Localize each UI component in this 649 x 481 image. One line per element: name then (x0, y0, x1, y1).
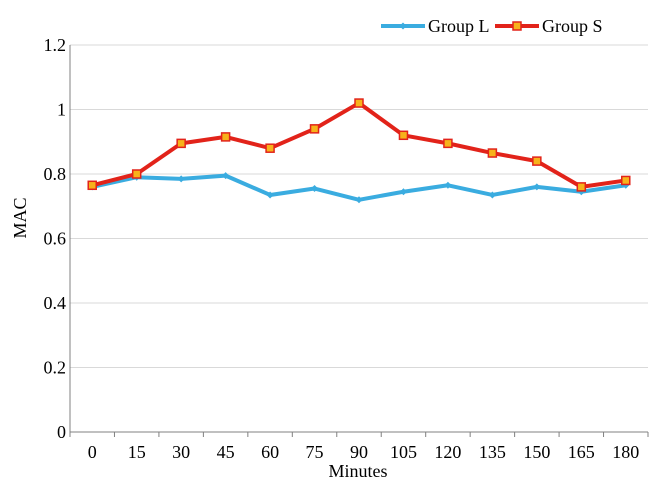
y-tick-label: 1.2 (44, 35, 67, 55)
y-tick-labels: 0 0.2 0.4 0.6 0.8 1 1.2 (44, 35, 67, 442)
data-point (488, 191, 496, 199)
data-point (131, 169, 142, 179)
series-group-l (88, 172, 630, 204)
data-point (222, 172, 230, 180)
x-tick-label: 165 (568, 442, 595, 462)
axes (69, 45, 649, 437)
data-point (444, 181, 452, 189)
data-point (265, 143, 275, 153)
x-tick-label: 105 (390, 442, 417, 462)
data-point (177, 175, 185, 183)
legend-marker (512, 21, 522, 31)
series-line (91, 173, 627, 202)
x-tick-label: 60 (261, 442, 279, 462)
y-tick-label: 1 (57, 100, 66, 120)
x-axis-title: Minutes (328, 461, 387, 481)
data-point (443, 138, 453, 149)
data-point (487, 148, 498, 158)
legend-marker (399, 22, 407, 30)
data-point (398, 130, 409, 141)
data-point (309, 124, 320, 134)
x-tick-label: 150 (523, 442, 550, 462)
y-tick-label: 0 (57, 422, 66, 442)
data-point (532, 156, 542, 166)
x-tick-label: 90 (350, 442, 368, 462)
x-tick-label: 120 (434, 442, 461, 462)
y-tick-label: 0.4 (44, 293, 67, 313)
legend-label: Group L (428, 16, 490, 36)
data-point (87, 180, 97, 191)
x-tick-label: 15 (128, 442, 146, 462)
data-point (355, 196, 363, 204)
x-tick-label: 0 (88, 442, 97, 462)
x-tick-labels: 0 15 30 45 60 75 90 105 120 135 150 165 180 (88, 442, 640, 462)
y-tick-label: 0.6 (44, 229, 67, 249)
legend: Group L Group S (381, 16, 603, 36)
x-tick-label: 75 (306, 442, 324, 462)
data-point (354, 98, 364, 108)
y-tick-label: 0.2 (44, 358, 67, 378)
data-point (576, 182, 587, 192)
data-point (311, 185, 319, 193)
data-point (399, 188, 407, 196)
legend-item: Group S (495, 16, 603, 36)
data-point (533, 183, 541, 191)
gridlines (70, 44, 648, 368)
x-tick-label: 180 (612, 442, 639, 462)
y-tick-label: 0.8 (44, 164, 67, 184)
data-point (176, 138, 186, 149)
legend-item: Group L (381, 16, 490, 36)
series-layer (87, 98, 631, 204)
x-tick-label: 30 (172, 442, 190, 462)
data-point (266, 191, 274, 199)
series-group-s (87, 98, 631, 192)
legend-label: Group S (542, 16, 603, 36)
x-tick-label: 45 (217, 442, 235, 462)
y-axis-title: MAC (10, 197, 30, 238)
data-point (621, 175, 631, 186)
data-point (220, 132, 231, 142)
x-tick-label: 135 (479, 442, 506, 462)
